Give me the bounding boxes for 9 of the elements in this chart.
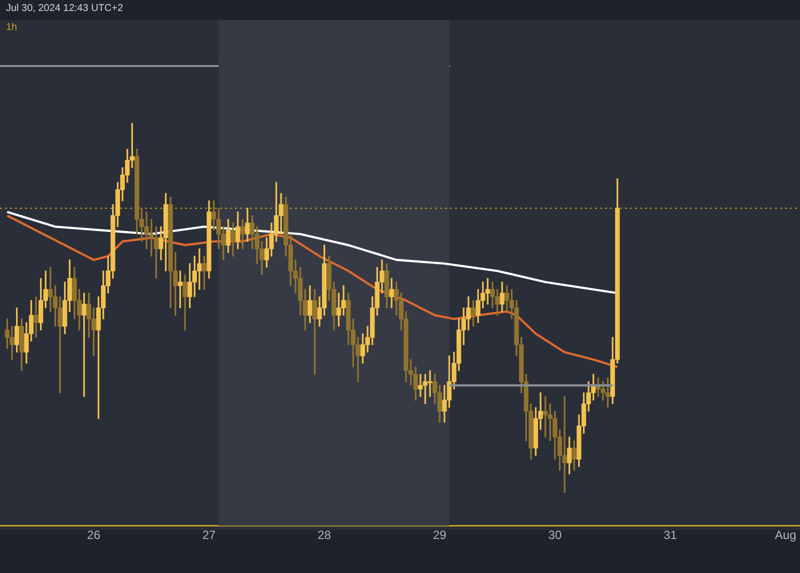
x-tick-label: Aug: [774, 528, 796, 542]
x-tick-label: 27: [202, 528, 216, 542]
x-tick-label: 30: [548, 528, 562, 542]
x-tick-label: 29: [432, 528, 447, 542]
text: 1h: [6, 22, 18, 33]
x-tick-label: 31: [664, 528, 678, 542]
x-tick-label: 28: [318, 528, 332, 542]
x-tick-label: 26: [87, 528, 101, 542]
text: Jul 30, 2024 12:43 UTC+2: [6, 3, 124, 14]
